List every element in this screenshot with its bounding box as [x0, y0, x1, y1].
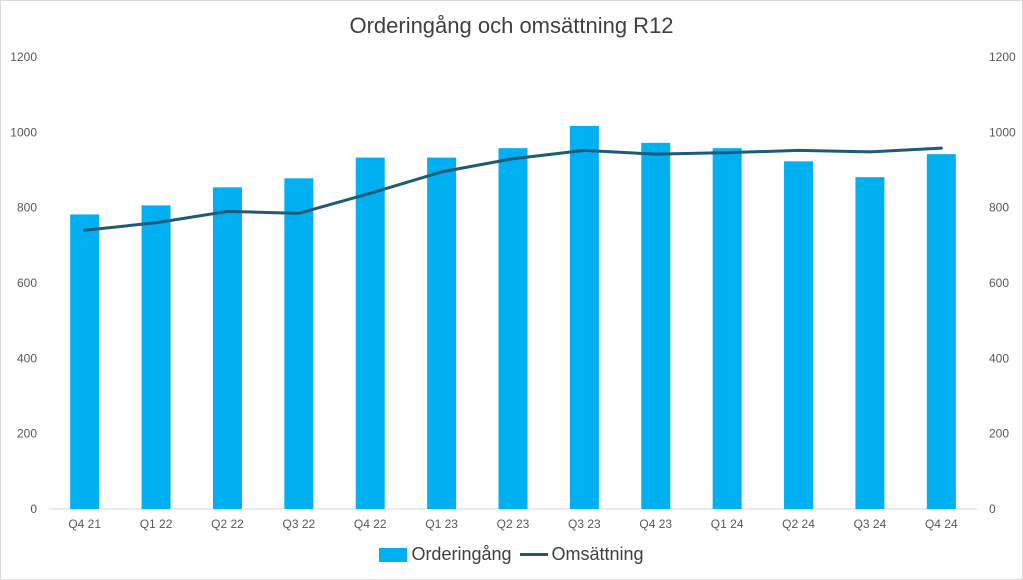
bar-ordering-ng-12: [926, 154, 956, 509]
y2-tick-label-right: 0: [989, 502, 996, 516]
x-tick-label: Q2 24: [782, 517, 815, 531]
x-tick-label: Q3 23: [568, 517, 601, 531]
y-tick-label-left: 600: [17, 276, 37, 290]
bar-ordering-ng-0: [70, 214, 100, 510]
bar-ordering-ng-5: [427, 157, 457, 509]
chart-title: Orderingång och omsättning R12: [349, 13, 674, 38]
y2-tick-label-right: 400: [989, 351, 1009, 365]
y-tick-label-left: 800: [17, 201, 37, 215]
legend-label-orderingang: Orderingång: [411, 544, 512, 564]
y2-tick-label-right: 1000: [989, 125, 1016, 139]
bar-ordering-ng-1: [141, 205, 171, 509]
y2-tick-label-right: 1200: [989, 50, 1016, 64]
x-tick-label: Q1 23: [425, 517, 458, 531]
legend-bar-swatch: [379, 547, 408, 562]
x-tick-label: Q4 24: [925, 517, 958, 531]
bar-ordering-ng-10: [784, 161, 814, 509]
x-tick-label: Q4 21: [68, 517, 101, 531]
y2-tick-label-right: 800: [989, 201, 1009, 215]
x-tick-label: Q3 24: [854, 517, 887, 531]
chart-legend: Orderingång Omsättning: [1, 544, 1022, 565]
bar-ordering-ng-2: [212, 187, 242, 509]
x-tick-label: Q2 23: [497, 517, 530, 531]
y-tick-label-left: 1200: [10, 50, 37, 64]
bar-ordering-ng-9: [712, 148, 742, 510]
y-tick-label-left: 1000: [10, 125, 37, 139]
legend-line-swatch: [519, 553, 548, 556]
y-tick-label-left: 0: [30, 502, 37, 516]
bar-ordering-ng-8: [641, 142, 671, 509]
legend-label-omsattning: Omsättning: [551, 544, 644, 564]
y-tick-label-left: 400: [17, 351, 37, 365]
x-tick-label: Q4 22: [354, 517, 387, 531]
legend-item-omsattning: Omsättning: [519, 544, 644, 565]
line-series-omsattning: [83, 146, 943, 232]
bar-ordering-ng-6: [498, 148, 528, 510]
y2-tick-label-right: 200: [989, 427, 1009, 441]
bar-ordering-ng-11: [855, 177, 885, 509]
x-tick-label: Q4 23: [639, 517, 672, 531]
y2-tick-label-right: 600: [989, 276, 1009, 290]
bar-ordering-ng-7: [569, 125, 599, 510]
y-tick-label-left: 200: [17, 427, 37, 441]
bar-ordering-ng-4: [355, 157, 385, 509]
x-tick-label: Q2 22: [211, 517, 244, 531]
bar-ordering-ng-3: [284, 178, 314, 509]
x-tick-label: Q1 22: [140, 517, 173, 531]
x-tick-label: Q3 22: [282, 517, 315, 531]
x-tick-label: Q1 24: [711, 517, 744, 531]
legend-item-orderingang: Orderingång: [379, 544, 512, 565]
